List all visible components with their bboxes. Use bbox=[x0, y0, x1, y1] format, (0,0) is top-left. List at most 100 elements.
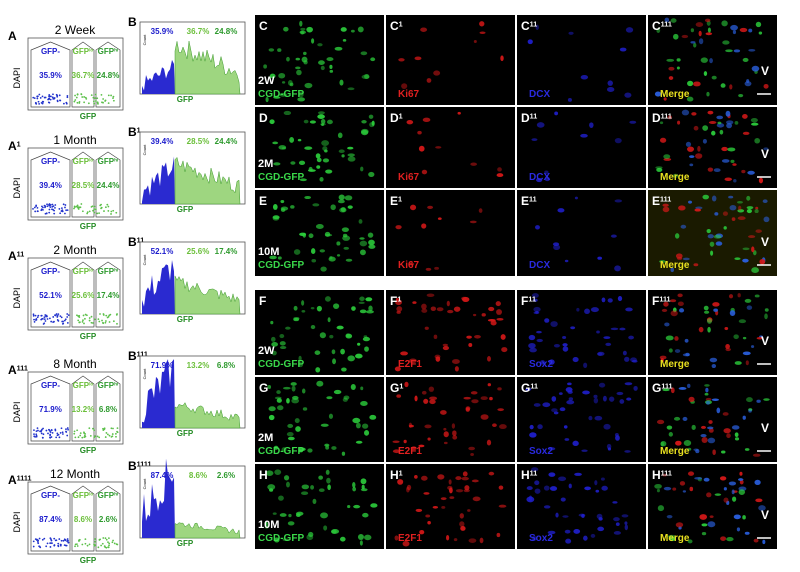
cell bbox=[480, 414, 489, 420]
histogram-percent: 8.6% bbox=[189, 471, 207, 480]
cell-dot bbox=[86, 544, 89, 547]
cell bbox=[486, 439, 492, 446]
cell bbox=[460, 526, 466, 531]
cell bbox=[724, 177, 733, 181]
flow-y-axis: DAPI bbox=[12, 511, 22, 532]
micro-letter: G bbox=[259, 381, 268, 395]
cell bbox=[467, 509, 471, 512]
cell bbox=[704, 392, 709, 396]
cell bbox=[672, 487, 677, 491]
cell bbox=[588, 415, 593, 421]
gate-percent: 71.9% bbox=[39, 405, 62, 414]
cell bbox=[358, 219, 363, 224]
cell bbox=[748, 49, 756, 52]
cell bbox=[711, 398, 719, 402]
cell bbox=[320, 423, 329, 427]
cell bbox=[326, 477, 331, 484]
cell bbox=[681, 34, 689, 39]
cell bbox=[583, 535, 588, 541]
cell bbox=[558, 392, 563, 395]
cell-dot bbox=[49, 546, 52, 548]
micro-letter-main: E bbox=[259, 194, 267, 208]
cell bbox=[424, 326, 429, 330]
cell bbox=[470, 391, 478, 395]
cell bbox=[442, 343, 449, 347]
cell-dot bbox=[88, 319, 91, 322]
cell bbox=[528, 334, 536, 341]
cell bbox=[395, 225, 402, 230]
cell bbox=[293, 249, 301, 255]
cell-dot bbox=[56, 319, 59, 321]
cell bbox=[711, 363, 717, 369]
cell bbox=[753, 538, 759, 543]
panel-letter: A1 bbox=[8, 139, 21, 153]
cell bbox=[403, 439, 407, 444]
cell-dot bbox=[52, 205, 55, 208]
micrograph bbox=[386, 15, 515, 105]
panel-letter: B bbox=[128, 15, 137, 29]
cell bbox=[449, 496, 455, 500]
cell-dot bbox=[112, 95, 115, 98]
cell bbox=[310, 248, 316, 255]
cell bbox=[683, 439, 692, 446]
cell bbox=[336, 254, 341, 257]
gate-name-main: GFP bbox=[98, 381, 115, 390]
cell bbox=[308, 233, 314, 239]
cell bbox=[290, 161, 296, 165]
cell-dot bbox=[41, 95, 44, 98]
cell bbox=[421, 303, 427, 310]
gate-name-main: GFP bbox=[98, 47, 115, 56]
panel-letter: A11 bbox=[8, 249, 24, 263]
cell bbox=[720, 450, 726, 454]
micro-letter: H11 bbox=[521, 468, 537, 482]
cell bbox=[333, 303, 340, 309]
cell-dot bbox=[40, 432, 43, 435]
cell bbox=[702, 125, 709, 131]
cell bbox=[690, 28, 695, 33]
micro-letter-main: G bbox=[521, 381, 530, 395]
cell-dot bbox=[111, 433, 114, 435]
cell bbox=[364, 346, 369, 352]
cell bbox=[368, 244, 376, 249]
cell bbox=[368, 305, 373, 312]
cell bbox=[682, 416, 688, 421]
cell bbox=[738, 93, 744, 98]
cell bbox=[320, 65, 325, 71]
gate-name: GFP- bbox=[41, 47, 60, 56]
cell bbox=[295, 426, 301, 432]
cell bbox=[528, 342, 536, 349]
histogram-gfp-pos bbox=[174, 275, 241, 315]
cell-dot bbox=[46, 203, 48, 206]
cell bbox=[702, 194, 710, 200]
cell-dot bbox=[83, 322, 85, 325]
cell-dot bbox=[116, 431, 119, 434]
cell-dot bbox=[88, 543, 91, 546]
cell bbox=[630, 357, 637, 363]
panel-letter-main: B bbox=[128, 235, 137, 249]
cell-dot bbox=[84, 433, 86, 435]
cell bbox=[280, 208, 286, 212]
cell bbox=[350, 383, 356, 390]
cell-dot bbox=[38, 102, 41, 105]
cell bbox=[720, 83, 726, 88]
cell bbox=[543, 505, 551, 509]
cell-dot bbox=[67, 314, 70, 317]
cell bbox=[536, 330, 542, 334]
cell bbox=[659, 137, 667, 143]
cell bbox=[365, 297, 373, 302]
cell bbox=[276, 398, 282, 403]
cell bbox=[596, 513, 603, 519]
gate bbox=[95, 375, 121, 442]
cell-dot bbox=[99, 313, 101, 315]
cell bbox=[670, 310, 678, 317]
cell bbox=[675, 253, 683, 259]
cell bbox=[315, 367, 321, 373]
cell bbox=[624, 524, 628, 531]
gate bbox=[95, 151, 121, 218]
cell bbox=[698, 326, 704, 333]
cell bbox=[342, 233, 348, 238]
cell bbox=[469, 220, 477, 224]
cell-dot bbox=[88, 427, 91, 430]
cell bbox=[677, 293, 683, 298]
cell bbox=[751, 345, 755, 348]
